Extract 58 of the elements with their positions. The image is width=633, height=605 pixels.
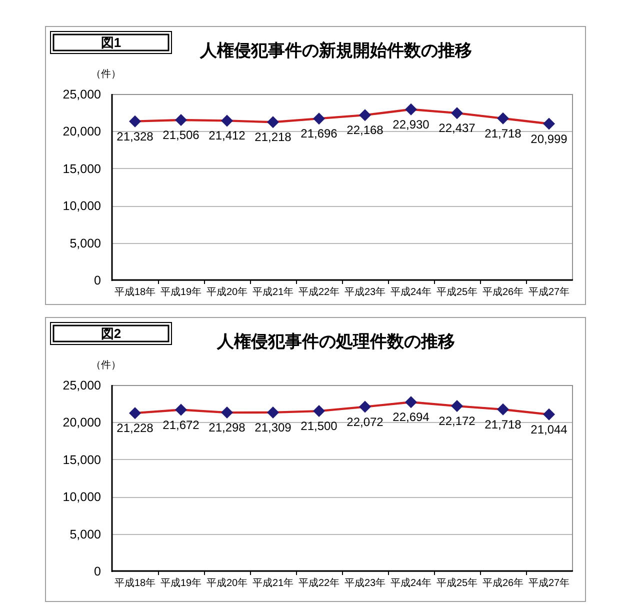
x-tick-label: 平成21年 bbox=[252, 577, 294, 589]
data-label: 21,500 bbox=[300, 419, 338, 434]
data-label: 21,672 bbox=[162, 418, 200, 432]
y-tick-label: 5,000 bbox=[70, 236, 102, 250]
x-tick-label: 平成20年 bbox=[206, 577, 248, 589]
x-tick-label: 平成20年 bbox=[206, 286, 248, 298]
x-tick-label: 平成18年 bbox=[114, 577, 156, 589]
x-tick-label: 平成25年 bbox=[436, 286, 478, 298]
x-tick-label: 平成26年 bbox=[482, 286, 524, 298]
data-label: 21,328 bbox=[116, 129, 154, 144]
chart-title: 人権侵犯事件の処理件数の推移 bbox=[216, 332, 455, 351]
caption: 図1 bbox=[100, 35, 122, 50]
data-label: 21,218 bbox=[254, 130, 292, 144]
y-tick-label: 10,000 bbox=[62, 199, 102, 214]
x-tick-label: 平成19年 bbox=[160, 577, 202, 589]
y-tick-label: 20,000 bbox=[62, 416, 102, 430]
y-tick-label: 10,000 bbox=[62, 490, 102, 504]
caption: 図2 bbox=[100, 326, 122, 341]
data-label: 22,694 bbox=[392, 410, 430, 424]
x-tick-label: 平成24年 bbox=[390, 577, 432, 589]
x-tick-label: 平成21年 bbox=[252, 286, 294, 298]
x-tick-label: 平成23年 bbox=[344, 286, 386, 298]
x-tick-label: 平成22年 bbox=[298, 286, 340, 298]
data-label: 21,696 bbox=[300, 126, 338, 141]
data-label: 22,930 bbox=[392, 117, 430, 132]
y-tick-label: 25,000 bbox=[62, 88, 102, 102]
data-label: 22,072 bbox=[346, 414, 384, 429]
x-tick-label: 平成18年 bbox=[114, 286, 156, 298]
x-tick-label: 平成27年 bbox=[528, 577, 570, 589]
y-tick-label: 15,000 bbox=[62, 162, 102, 176]
x-tick-label: 平成27年 bbox=[528, 286, 570, 298]
data-label: 21,044 bbox=[530, 422, 568, 436]
y-tick-label: 0 bbox=[94, 564, 102, 578]
x-tick-label: 平成24年 bbox=[390, 286, 432, 298]
data-label: 21,412 bbox=[208, 128, 246, 143]
data-label: 20,999 bbox=[530, 132, 568, 146]
data-label: 22,172 bbox=[438, 414, 476, 428]
y-tick-label: 25,000 bbox=[62, 378, 102, 392]
x-tick-label: 平成23年 bbox=[344, 577, 386, 589]
chart-title: 人権侵犯事件の新規開始件数の推移 bbox=[199, 41, 472, 60]
data-label: 21,506 bbox=[162, 128, 200, 142]
y-tick-label: 0 bbox=[94, 274, 102, 288]
x-tick-label: 平成22年 bbox=[298, 577, 340, 589]
data-label: 22,168 bbox=[346, 123, 384, 138]
y-tick-label: 20,000 bbox=[62, 124, 102, 139]
data-label: 21,298 bbox=[208, 420, 246, 435]
y-tick-label: 5,000 bbox=[70, 527, 102, 542]
y-tick-label: 15,000 bbox=[62, 452, 102, 467]
x-tick-label: 平成25年 bbox=[436, 577, 478, 589]
data-label: 21,309 bbox=[254, 420, 292, 434]
data-label: 21,718 bbox=[484, 126, 522, 140]
y-axis-title: （件） bbox=[91, 360, 121, 371]
x-tick-label: 平成19年 bbox=[160, 286, 202, 298]
data-label: 21,718 bbox=[484, 417, 522, 432]
y-axis-title: （件） bbox=[91, 69, 121, 80]
data-label: 21,228 bbox=[116, 421, 154, 436]
x-tick-label: 平成26年 bbox=[482, 577, 524, 589]
data-label: 22,437 bbox=[438, 121, 476, 136]
